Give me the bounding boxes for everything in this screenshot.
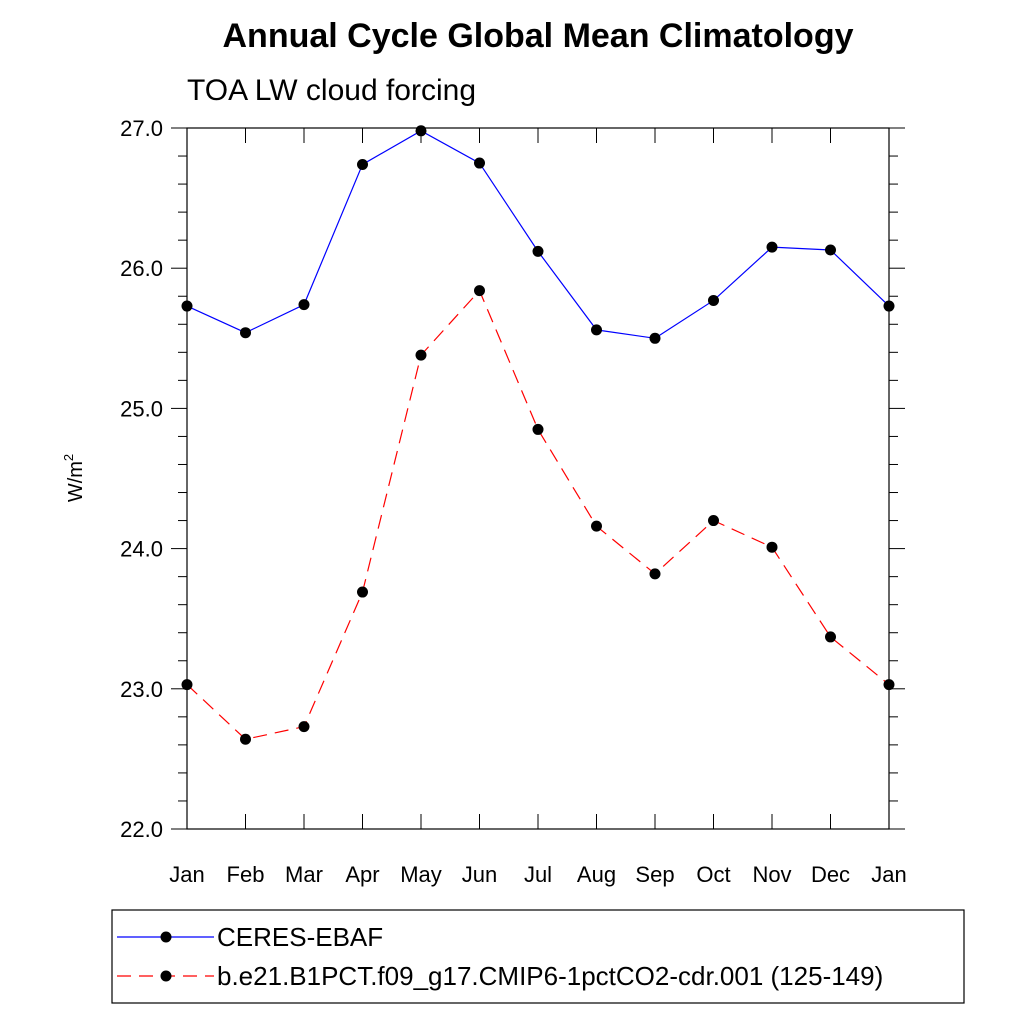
plot-frame	[186, 127, 890, 830]
data-point	[766, 541, 778, 553]
data-point	[825, 244, 836, 256]
x-tick-label: Apr	[345, 862, 379, 887]
data-point	[240, 327, 251, 339]
x-tick-label: Jul	[524, 862, 552, 887]
y-tick-label: 23.0	[120, 677, 163, 702]
series-layer	[181, 125, 895, 745]
data-point	[532, 423, 544, 435]
x-tick-label: Jan	[871, 862, 906, 887]
legend-item: CERES-EBAF	[117, 922, 383, 952]
axis-ticks	[171, 127, 905, 830]
data-point	[240, 733, 251, 745]
x-tick-label: Sep	[635, 862, 674, 887]
series-2	[181, 285, 895, 745]
data-point	[357, 158, 368, 170]
x-tick-label: Mar	[285, 862, 323, 887]
data-point	[708, 294, 719, 306]
series-line	[186, 130, 890, 339]
data-point	[708, 515, 719, 527]
x-tick-label: Jan	[169, 862, 204, 887]
data-point	[181, 300, 193, 312]
data-point	[357, 586, 368, 598]
y-axis-label: W/m2	[61, 454, 87, 502]
x-tick-label: Jun	[462, 862, 497, 887]
data-point	[766, 241, 778, 253]
legend-item: b.e21.B1PCT.f09_g17.CMIP6-1pctCO2-cdr.00…	[117, 961, 883, 991]
data-point	[415, 125, 427, 137]
x-tick-label: Dec	[811, 862, 850, 887]
data-point	[532, 245, 544, 257]
y-axis-label-superscript: 2	[61, 454, 76, 461]
legend-marker	[160, 970, 172, 982]
legend-label: CERES-EBAF	[217, 922, 383, 952]
data-point	[474, 157, 485, 169]
data-point	[298, 299, 310, 311]
data-point	[591, 520, 602, 532]
y-tick-label: 26.0	[120, 256, 163, 281]
x-tick-label: Nov	[752, 862, 791, 887]
y-tick-label: 27.0	[120, 116, 163, 141]
data-point	[825, 631, 836, 643]
chart-title: Annual Cycle Global Mean Climatology	[223, 17, 854, 55]
x-tick-label: Oct	[696, 862, 730, 887]
series-line	[186, 289, 890, 740]
legend: CERES-EBAF b.e21.B1PCT.f09_g17.CMIP6-1pct…	[111, 909, 965, 1004]
y-axis-label-unit: W/m	[65, 461, 87, 502]
legend-marker	[160, 931, 172, 943]
legend-items: CERES-EBAF b.e21.B1PCT.f09_g17.CMIP6-1pct…	[117, 922, 883, 991]
x-tick-label: May	[400, 862, 442, 887]
x-tick-label: Aug	[577, 862, 616, 887]
y-tick-labels: 22.0 23.0 24.0 25.0 26.0 27.0	[120, 116, 163, 842]
x-tick-labels: Jan Feb Mar Apr May Jun Jul Aug Sep Oct Nov Dec Jan	[169, 862, 906, 887]
legend-label: b.e21.B1PCT.f09_g17.CMIP6-1pctCO2-cdr.00…	[217, 961, 883, 991]
data-point	[883, 679, 895, 691]
legend-box	[111, 909, 965, 1004]
data-point	[298, 721, 310, 733]
data-point	[415, 349, 427, 361]
x-tick-label: Feb	[227, 862, 265, 887]
series-1	[181, 125, 895, 344]
y-tick-label: 25.0	[120, 396, 163, 421]
data-point	[591, 324, 602, 336]
data-point	[474, 285, 485, 297]
data-point	[649, 568, 661, 580]
chart-subtitle: TOA LW cloud forcing	[187, 74, 476, 107]
data-point	[883, 300, 895, 312]
y-tick-label: 24.0	[120, 537, 163, 562]
data-point	[181, 679, 193, 691]
y-tick-label: 22.0	[120, 817, 163, 842]
data-point	[649, 332, 661, 344]
